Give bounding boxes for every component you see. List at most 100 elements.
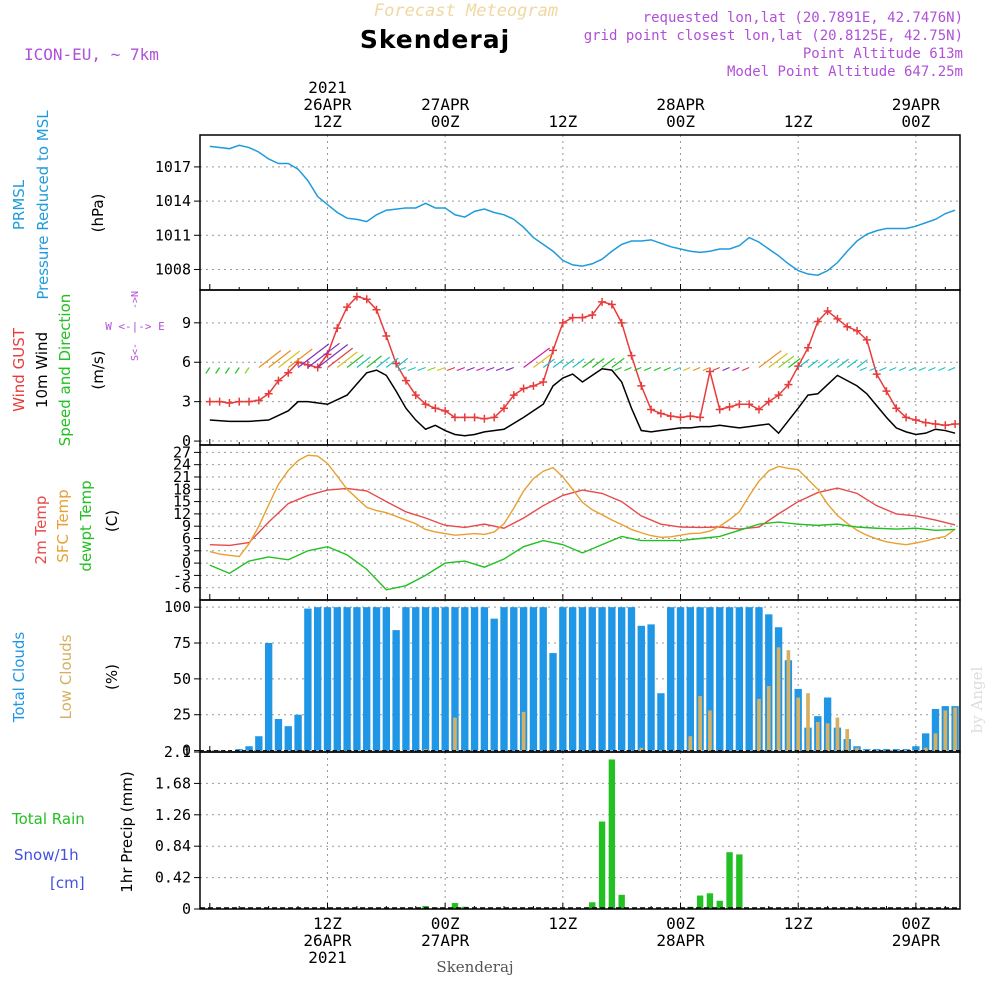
y-tick-label: 0 bbox=[182, 554, 191, 572]
chart-marks: 10081011101410170369-6-30369121518212427… bbox=[155, 78, 961, 967]
gust-marker bbox=[313, 363, 322, 372]
total-cloud-bar bbox=[539, 607, 547, 751]
wind-direction-arrow bbox=[234, 367, 240, 374]
wind-direction-arrow bbox=[673, 366, 681, 372]
wind-panel: 0 3 6 9 bbox=[182, 289, 961, 450]
total-cloud-bar bbox=[480, 607, 489, 751]
y-tick-label: 18 bbox=[173, 480, 191, 498]
gust-marker bbox=[882, 387, 891, 396]
wind-direction-arrow bbox=[572, 358, 585, 368]
wind-direction-arrow bbox=[846, 359, 858, 368]
y-tick-label: 1014 bbox=[155, 192, 191, 210]
total-cloud-bar bbox=[510, 607, 518, 751]
low-cloud-bar bbox=[855, 747, 859, 751]
low-cloud-bar bbox=[943, 710, 948, 751]
total-cloud-bar bbox=[461, 607, 469, 751]
wind-direction-arrow bbox=[395, 357, 409, 368]
wind-direction-arrow bbox=[938, 366, 946, 372]
wind-direction-arrow bbox=[456, 366, 465, 372]
total-cloud-bar bbox=[912, 746, 920, 751]
compass-row: W <-|-> E bbox=[105, 320, 165, 333]
wind-direction-arrow bbox=[278, 350, 301, 368]
sfc-temp-line bbox=[209, 454, 956, 558]
y-tick-label: 21 bbox=[173, 468, 191, 486]
wind-direction-arrow bbox=[397, 366, 407, 372]
gust-marker bbox=[568, 313, 577, 322]
top-time-label: 00Z bbox=[431, 112, 460, 131]
wind-direction-arrow bbox=[244, 367, 250, 374]
gust-marker bbox=[666, 412, 675, 421]
total-cloud-bar bbox=[255, 736, 263, 751]
temp-label-sfc: SFC Temp bbox=[54, 489, 72, 562]
wind-direction-arrow bbox=[601, 357, 615, 368]
low-cloud-bar bbox=[796, 697, 801, 751]
wind-direction-arrow bbox=[446, 366, 456, 372]
bottom-time-label: 12Z bbox=[548, 914, 577, 933]
bottom-time-label: 00Z bbox=[666, 914, 695, 933]
gust-marker bbox=[598, 297, 607, 306]
bottom-time-label: 12Z bbox=[784, 914, 813, 933]
total-cloud-bar bbox=[402, 607, 410, 751]
wind-direction-arrow bbox=[327, 347, 354, 368]
total-cloud-bar bbox=[264, 643, 273, 751]
temp-axis-labels: 2m Temp SFC Temp dewpt Temp (C) bbox=[32, 480, 121, 571]
total-cloud-bar bbox=[441, 607, 449, 751]
wind-direction-arrow bbox=[788, 358, 801, 368]
bottom-time-label: 28APR bbox=[656, 931, 705, 950]
wind-direction-arrow bbox=[879, 366, 887, 372]
gust-marker bbox=[607, 300, 616, 309]
low-cloud-bar bbox=[688, 736, 693, 751]
wind-direction-arrow bbox=[859, 366, 868, 372]
wind-direction-arrow bbox=[702, 366, 711, 372]
y-tick-label: 27 bbox=[173, 443, 191, 461]
wind-direction-arrow bbox=[898, 366, 907, 372]
wind-direction-arrow bbox=[918, 366, 926, 372]
requested-coords: requested lon,lat (20.7891E, 42.7476N) bbox=[643, 10, 963, 26]
wind-label-direction: Speed and Direction bbox=[56, 294, 74, 447]
total-cloud-bar bbox=[765, 614, 773, 751]
total-cloud-bar bbox=[863, 749, 871, 751]
wind-direction-arrow bbox=[634, 366, 642, 372]
total-cloud-bar bbox=[412, 607, 420, 751]
total-cloud-bar bbox=[304, 608, 312, 751]
cloud-label-unit: (%) bbox=[103, 664, 121, 690]
gust-marker bbox=[784, 380, 793, 389]
y-tick-label: 1.26 bbox=[155, 806, 191, 824]
wind-direction-arrow bbox=[712, 366, 720, 372]
low-cloud-bar bbox=[423, 749, 428, 751]
low-cloud-bar bbox=[835, 717, 840, 751]
rain-bar bbox=[589, 902, 596, 909]
wind-direction-arrow bbox=[611, 357, 625, 368]
y-tick-label: 12 bbox=[173, 505, 191, 523]
wind-direction-arrow bbox=[768, 352, 788, 368]
total-cloud-bar bbox=[431, 607, 440, 751]
wind-direction-arrow bbox=[758, 350, 782, 368]
y-tick-label: 1008 bbox=[155, 260, 191, 278]
low-cloud-bar bbox=[815, 721, 820, 751]
y-tick-label: -3 bbox=[173, 566, 191, 584]
gust-marker bbox=[578, 313, 587, 322]
watermark: by Angel bbox=[968, 666, 986, 733]
top-time-label: 26APR bbox=[303, 95, 352, 114]
cloud-axis-labels: Total Clouds Low Clouds (%) bbox=[10, 632, 121, 724]
gust-marker bbox=[951, 419, 960, 428]
cloud-label-total: Total Clouds bbox=[10, 632, 28, 724]
y-tick-label: 1011 bbox=[155, 226, 191, 244]
y-tick-label: 0 bbox=[182, 900, 191, 918]
low-cloud-bar bbox=[845, 729, 850, 751]
gust-marker bbox=[372, 305, 381, 314]
pressure-label-unit: (hPa) bbox=[89, 194, 107, 233]
low-cloud-bar bbox=[923, 747, 928, 751]
wind-direction-arrow bbox=[317, 344, 349, 368]
gust-marker bbox=[215, 397, 224, 406]
top-time-label: 00Z bbox=[666, 112, 695, 131]
temp2m-line bbox=[209, 487, 956, 547]
wind-direction-arrow bbox=[287, 348, 313, 368]
total-cloud-bar bbox=[618, 607, 626, 751]
model-altitude: Model Point Altitude 647.25m bbox=[727, 64, 963, 80]
total-cloud-bar bbox=[353, 607, 361, 751]
low-cloud-bar bbox=[786, 650, 791, 751]
wind-direction-arrow bbox=[643, 366, 652, 372]
